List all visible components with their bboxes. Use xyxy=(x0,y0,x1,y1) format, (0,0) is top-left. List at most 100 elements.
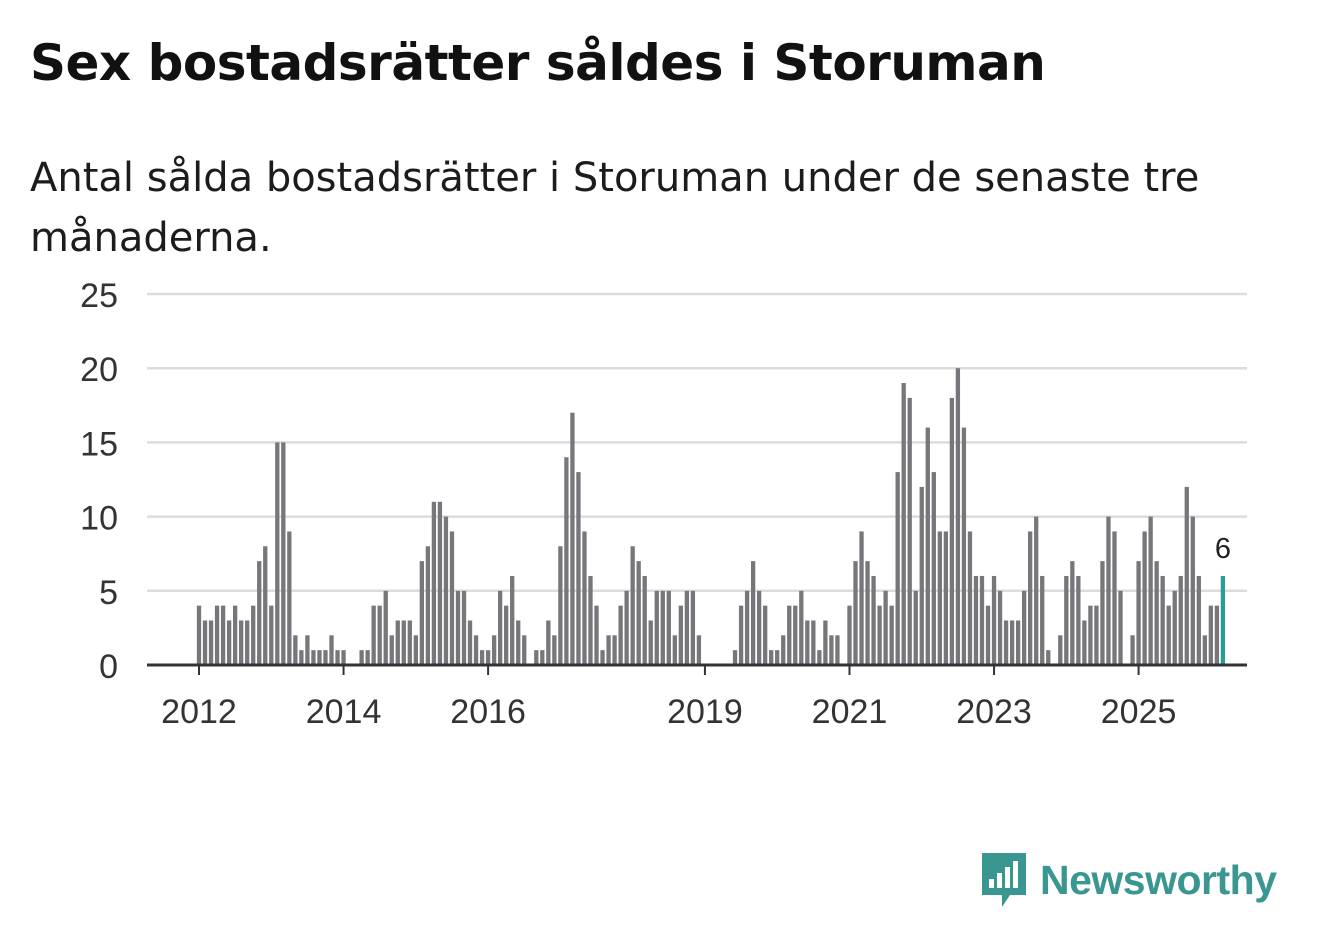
bar xyxy=(756,590,762,665)
bar xyxy=(594,605,599,665)
bar xyxy=(455,590,461,665)
bar xyxy=(750,561,756,665)
bar xyxy=(287,531,292,665)
bars xyxy=(196,368,1226,665)
bar xyxy=(202,620,208,665)
bar xyxy=(684,590,690,665)
bar xyxy=(877,605,882,665)
y-tick-label: 10 xyxy=(80,500,118,538)
bar xyxy=(612,635,617,665)
bar xyxy=(510,575,515,665)
bar xyxy=(943,531,949,665)
bar xyxy=(630,546,635,665)
bar xyxy=(979,575,985,665)
y-axis-labels: 0 5 10 15 20 25 xyxy=(80,277,118,686)
bar xyxy=(293,635,298,665)
bar xyxy=(1112,531,1117,665)
bar xyxy=(781,635,786,665)
bar xyxy=(865,561,870,665)
bar xyxy=(251,605,256,665)
bar xyxy=(859,531,864,665)
bar xyxy=(299,650,304,665)
bar xyxy=(654,590,659,665)
bar xyxy=(1003,620,1009,665)
bar xyxy=(1178,575,1183,665)
bar xyxy=(907,397,912,665)
bar xyxy=(1166,605,1171,665)
bar xyxy=(1046,650,1051,665)
bar xyxy=(383,590,388,665)
bar xyxy=(377,605,382,665)
bar xyxy=(829,635,834,665)
bar xyxy=(196,605,202,665)
bar xyxy=(1040,575,1045,665)
bar xyxy=(419,561,425,665)
bar xyxy=(805,620,810,665)
bar xyxy=(467,620,473,665)
bar xyxy=(763,605,768,665)
bar xyxy=(239,620,244,665)
newsworthy-logo-icon xyxy=(982,853,1026,907)
bar xyxy=(793,605,798,665)
bar xyxy=(1160,575,1165,665)
x-tick-label: 2016 xyxy=(450,693,526,731)
bar xyxy=(606,635,611,665)
bar xyxy=(552,635,557,665)
bar xyxy=(479,650,485,665)
bar xyxy=(889,605,894,665)
bar xyxy=(1028,531,1033,665)
bar xyxy=(997,590,1003,665)
bar xyxy=(395,620,400,665)
bar xyxy=(901,383,906,665)
bar xyxy=(660,590,665,665)
chart-title: Sex bostadsrätter såldes i Storuman xyxy=(30,34,1046,92)
bar xyxy=(365,650,370,665)
bar xyxy=(425,546,431,665)
bar xyxy=(263,546,268,665)
bar xyxy=(576,472,581,665)
bar xyxy=(1172,590,1177,665)
bar xyxy=(1154,561,1159,665)
bar xyxy=(648,620,653,665)
bar xyxy=(522,635,527,665)
x-tick-label: 2019 xyxy=(667,693,743,731)
bar xyxy=(636,561,641,665)
bar xyxy=(588,575,593,665)
bar xyxy=(540,650,545,665)
y-tick-label: 25 xyxy=(80,277,118,315)
newsworthy-logo: Newsworthy xyxy=(980,850,1277,910)
highlight-value-label: 6 xyxy=(1215,533,1231,565)
logo-text: Newsworthy xyxy=(1040,856,1277,903)
bar xyxy=(1196,575,1201,665)
bar xyxy=(937,531,942,665)
x-tick-label: 2012 xyxy=(161,693,237,731)
bar xyxy=(305,635,310,665)
bar xyxy=(449,531,455,665)
x-axis: 2012 2014 2016 2019 2021 2023 2025 xyxy=(147,663,1247,731)
y-tick-label: 15 xyxy=(80,425,118,463)
bar xyxy=(925,427,930,665)
bar xyxy=(1130,635,1135,665)
bar xyxy=(323,650,328,665)
bar xyxy=(961,427,967,665)
bar xyxy=(919,486,924,665)
bar xyxy=(1070,561,1075,665)
grid-lines xyxy=(147,292,1247,593)
bar xyxy=(835,635,840,665)
bar xyxy=(473,635,479,665)
bar xyxy=(1142,531,1147,665)
y-tick-label: 5 xyxy=(99,574,118,612)
bar xyxy=(1034,516,1039,665)
bar xyxy=(1088,605,1093,665)
bar xyxy=(1118,590,1123,665)
bar xyxy=(341,650,346,665)
bar xyxy=(871,575,876,665)
bar xyxy=(570,412,575,665)
bar xyxy=(257,561,262,665)
bar xyxy=(678,605,683,665)
bar xyxy=(1106,516,1111,665)
bar xyxy=(1064,575,1069,665)
bar xyxy=(847,605,852,665)
bar xyxy=(1208,605,1214,665)
